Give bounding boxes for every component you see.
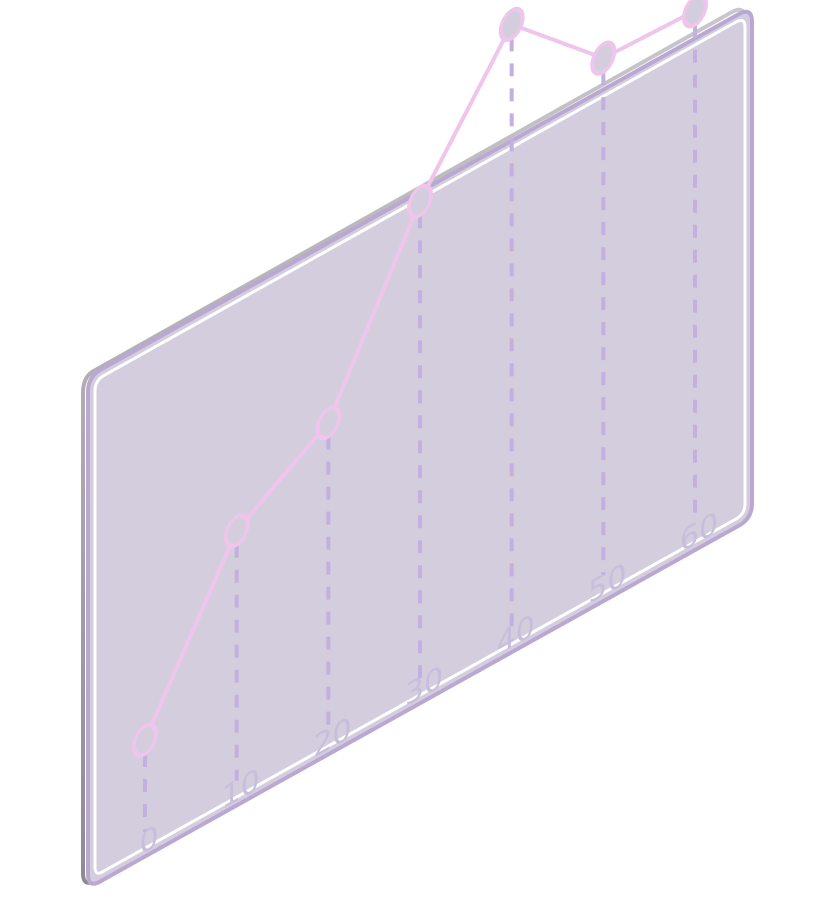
data-point-20	[315, 405, 342, 441]
data-point-0	[132, 722, 158, 758]
dash-lines-group	[143, 24, 697, 832]
data-point-60	[682, 0, 708, 29]
x-tick-label: 0	[139, 817, 158, 863]
data-points-group	[132, 0, 708, 758]
data-point-40	[498, 6, 525, 42]
data-point-30	[407, 183, 433, 219]
data-point-50	[590, 40, 617, 76]
data-point-10	[223, 513, 250, 549]
